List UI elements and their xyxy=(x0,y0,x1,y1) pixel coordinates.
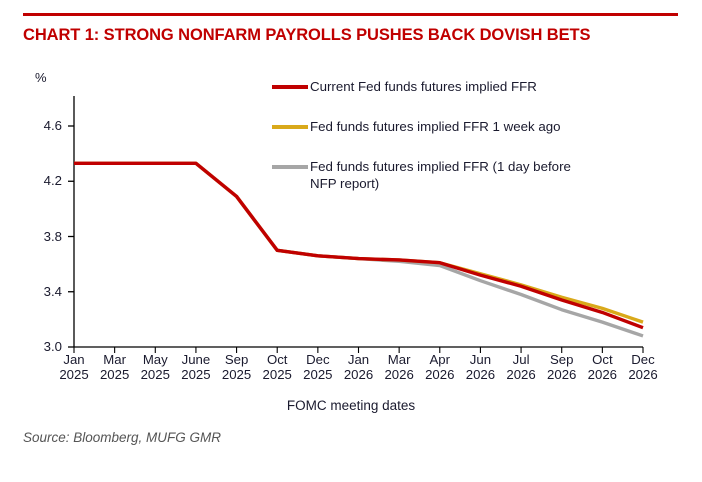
x-tick-year: 2025 xyxy=(59,367,89,382)
x-tick-month: Jun xyxy=(469,352,492,367)
x-tick-year: 2025 xyxy=(262,367,292,382)
title-top-rule xyxy=(23,13,678,16)
x-tick-month: Mar xyxy=(103,352,126,367)
y-tick-label: 3.0 xyxy=(43,339,62,354)
y-tick-label: 4.2 xyxy=(43,173,62,189)
x-axis-title: FOMC meeting dates xyxy=(286,398,416,413)
x-tick-label: Jun 2026 xyxy=(460,352,501,382)
x-tick-month: Mar xyxy=(387,352,411,367)
y-tick-label: 3.4 xyxy=(43,283,62,299)
x-tick-label: Jan 2026 xyxy=(338,352,379,382)
x-tick-label: Dec 2026 xyxy=(623,352,664,382)
x-tick-month: Jul xyxy=(512,352,530,367)
x-tick-year: 2026 xyxy=(425,367,455,382)
x-tick-label: Oct 2026 xyxy=(582,352,623,382)
x-tick-year: 2025 xyxy=(181,367,211,382)
x-tick-label: Apr 2026 xyxy=(419,352,460,382)
x-tick-label: Oct 2025 xyxy=(257,352,298,382)
legend-label: Fed funds futures implied FFR 1 week ago xyxy=(310,119,561,134)
x-tick-month: Sep xyxy=(549,352,574,367)
x-tick-month: Oct xyxy=(592,352,613,367)
legend-label: Current Fed funds futures implied FFR xyxy=(310,79,537,94)
x-tick-year: 2025 xyxy=(140,367,170,382)
x-tick-month: Apr xyxy=(429,352,451,367)
x-tick-year: 2025 xyxy=(303,367,333,382)
series-line-0 xyxy=(74,161,644,330)
x-tick-year: 2026 xyxy=(465,367,496,382)
x-tick-month: Sep xyxy=(224,352,249,367)
legend-color-swatch xyxy=(272,125,308,129)
axes xyxy=(68,96,644,353)
x-tick-year: 2026 xyxy=(628,367,658,382)
x-tick-label: Jan 2025 xyxy=(54,352,95,382)
x-tick-year: 2026 xyxy=(506,367,536,382)
x-tick-month: Oct xyxy=(266,352,288,367)
x-tick-label: Mar 2026 xyxy=(379,352,420,382)
legend-color-swatch xyxy=(272,165,308,169)
x-tick-year: 2026 xyxy=(343,367,374,382)
x-tick-year: 2026 xyxy=(384,367,414,382)
x-tick-month: Jan xyxy=(347,352,370,367)
y-tick-label: 4.6 xyxy=(43,118,62,133)
x-tick-month: June xyxy=(181,352,211,367)
chart-title: CHART 1: STRONG NONFARM PAYROLLS PUSHES … xyxy=(23,26,591,44)
x-tick-label: May 2025 xyxy=(135,352,176,382)
x-tick-label: Mar 2025 xyxy=(94,352,135,382)
x-tick-label: Dec 2025 xyxy=(298,352,339,382)
x-tick-label: Jul 2026 xyxy=(501,352,542,382)
x-tick-year: 2026 xyxy=(547,367,577,382)
y-axis-unit-label: % xyxy=(35,70,47,85)
legend-color-swatch xyxy=(272,85,308,89)
x-tick-label: Sep 2025 xyxy=(216,352,257,382)
x-tick-year: 2025 xyxy=(221,367,252,382)
x-tick-label: Sep 2026 xyxy=(541,352,582,382)
series-lines xyxy=(74,161,644,338)
x-tick-month: Dec xyxy=(631,352,655,367)
legend-label: Fed funds futures implied FFR (1 day bef… xyxy=(310,159,571,191)
x-tick-year: 2026 xyxy=(587,367,618,382)
x-tick-month: Jan xyxy=(63,352,85,367)
x-tick-year: 2025 xyxy=(99,367,130,382)
source-note: Source: Bloomberg, MUFG GMR xyxy=(23,430,222,445)
x-tick-month: Dec xyxy=(306,352,330,367)
x-tick-label: June 2025 xyxy=(176,352,217,382)
x-tick-month: May xyxy=(142,352,168,367)
y-tick-label: 3.8 xyxy=(43,228,62,244)
